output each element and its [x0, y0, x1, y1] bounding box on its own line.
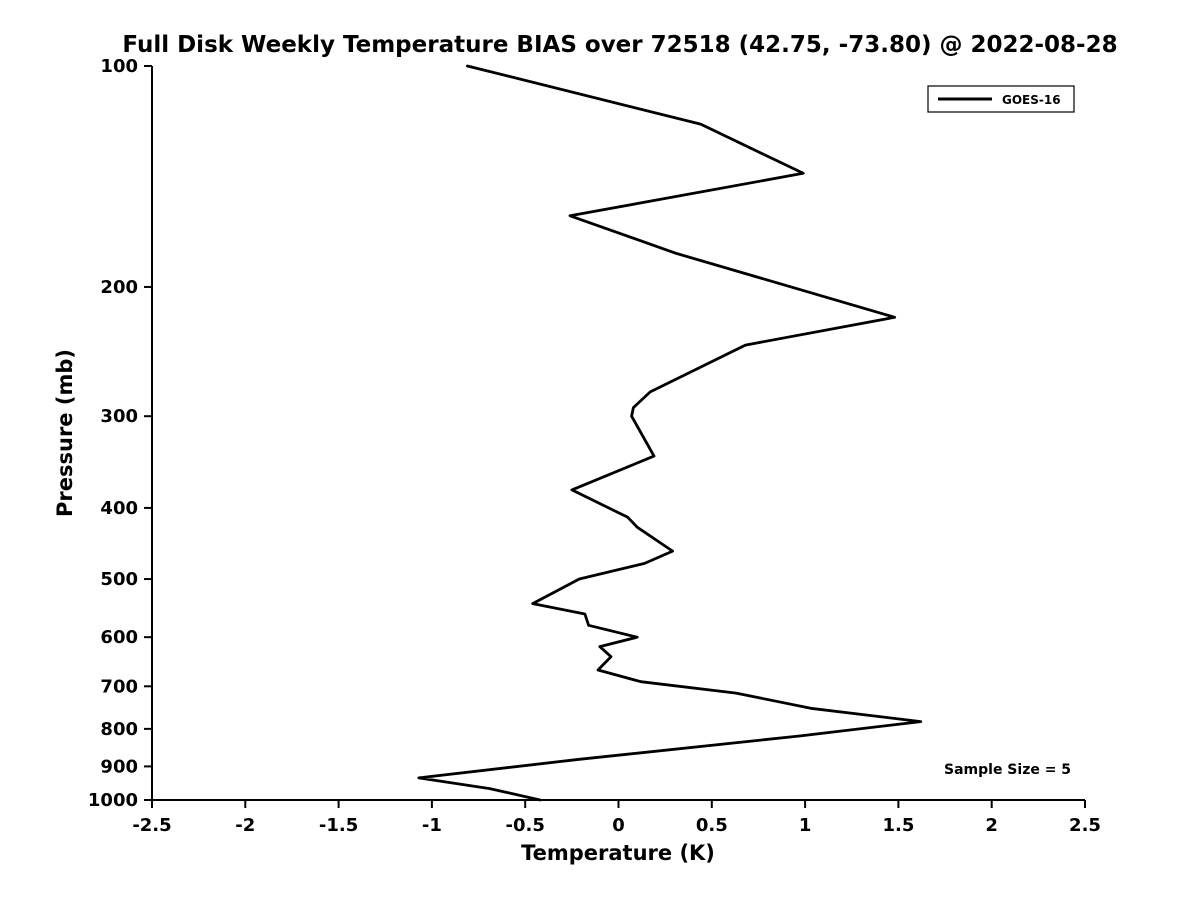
y-tick-label: 100: [100, 56, 138, 77]
sample-size-annotation: Sample Size = 5: [944, 762, 1071, 778]
y-tick-label: 600: [100, 627, 138, 648]
x-tick-label: 0: [612, 815, 625, 836]
x-tick-label: -2: [235, 815, 255, 836]
x-tick-label: -1: [422, 815, 442, 836]
y-tick-label: 300: [100, 406, 138, 427]
y-tick-label: 900: [100, 756, 138, 777]
x-tick-label: -2.5: [132, 815, 171, 836]
legend-label: GOES-16: [1002, 93, 1061, 107]
y-axis-label: Pressure (mb): [53, 349, 77, 517]
y-tick-label: 400: [100, 498, 138, 519]
y-tick-label: 800: [100, 719, 138, 740]
y-tick-label: 700: [100, 676, 138, 697]
x-tick-label: 0.5: [696, 815, 728, 836]
x-tick-label: 1.5: [882, 815, 914, 836]
x-tick-label: 1: [799, 815, 812, 836]
chart-title: Full Disk Weekly Temperature BIAS over 7…: [122, 32, 1117, 58]
bias-profile-line: [417, 64, 923, 802]
x-tick-label: -1.5: [319, 815, 358, 836]
legend: GOES-16: [927, 85, 1075, 113]
y-tick-label: 1000: [88, 790, 138, 811]
series-line: [417, 64, 923, 802]
x-tick-label: 2: [985, 815, 998, 836]
axes: -2.5 -2 -1.5 -1 -0.5 0 0.5 1 1.5 2 2.5 100 200 300 400…: [88, 56, 1101, 836]
x-tick-label: 2.5: [1069, 815, 1101, 836]
y-tick-label: 500: [100, 569, 138, 590]
y-tick-label: 200: [100, 277, 138, 298]
x-axis-label: Temperature (K): [521, 841, 715, 865]
x-tick-label: -0.5: [506, 815, 545, 836]
